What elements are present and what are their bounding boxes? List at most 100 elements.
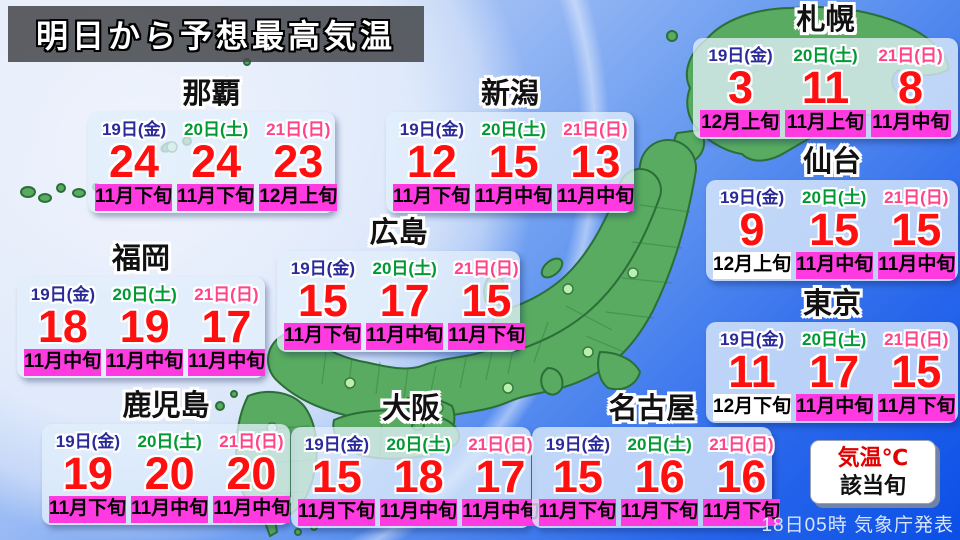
forecast-card: 19日(金) 20日(土) 21日(日) 18 19 17 11月中旬 11月中… [17,277,267,378]
period-badge: 11月中旬 [188,349,266,376]
temperature-row: 24 24 23 [93,139,339,184]
temperature-row: 9 15 15 [711,207,957,252]
city-name: 仙台 [802,146,861,178]
period-badge: 11月上旬 [785,110,866,137]
date-row: 19日(金) 20日(土) 21日(日) [93,115,339,139]
temperature-row: 3 11 8 [698,65,953,110]
city-card-sendai: 仙台 19日(金) 20日(土) 21日(日) 9 15 15 12月上旬 11… [706,146,958,281]
forecast-card: 19日(金) 20日(土) 21日(日) 19 20 20 11月下旬 11月中… [42,424,292,525]
temp-value: 15 [809,204,860,255]
date-row: 19日(金) 20日(土) 21日(日) [698,41,953,65]
date-label-sunday: 21日(日) [709,435,774,454]
date-label-sunday: 21日(日) [194,285,259,304]
date-label-sunday: 21日(日) [884,188,949,207]
date-row: 19日(金) 20日(土) 21日(日) [537,430,782,454]
date-label-friday: 19日(金) [101,120,167,139]
temp-value: 15 [891,346,942,397]
period-badge: 11月下旬 [284,323,362,350]
date-label-saturday: 20日(土) [793,46,858,65]
date-label-saturday: 20日(土) [802,188,867,207]
period-badge: 11月中旬 [796,394,874,421]
city-card-sapporo: 札幌 19日(金) 20日(土) 21日(日) 3 11 8 12月上旬 11月… [693,4,958,139]
city-marker-tokyo [582,346,594,358]
period-badge: 11月下旬 [621,499,699,526]
temperature-row: 15 18 17 [296,454,541,499]
city-card-nagoya: 名古屋 19日(金) 20日(土) 21日(日) 15 16 16 11月下旬 … [532,393,781,528]
date-row: 19日(金) 20日(土) 21日(日) [22,280,267,304]
temperature-row: 15 17 15 [282,278,527,323]
boso-peninsula [597,350,642,391]
temp-value: 17 [475,451,526,502]
period-badge: 11月中旬 [796,252,874,279]
period-badge: 11月中旬 [366,323,444,350]
date-label-friday: 19日(金) [30,285,95,304]
forecast-card: 19日(金) 20日(土) 21日(日) 15 18 17 11月下旬 11月中… [291,427,540,528]
temp-value: 15 [297,275,348,326]
city-name: 広島 [369,217,428,249]
date-label-friday: 19日(金) [290,259,355,278]
temp-value: 15 [488,136,539,187]
period-badge: 11月中旬 [475,184,553,211]
period-row: 11月下旬 11月下旬 11月下旬 [537,499,782,526]
date-label-friday: 19日(金) [304,435,369,454]
attribution: 18日05時 気象庁発表 [761,515,954,536]
period-row: 12月下旬 11月中旬 11月下旬 [711,394,957,421]
city-name: 東京 [802,288,861,320]
date-label-sunday: 21日(日) [219,432,284,451]
temp-value: 3 [727,62,754,113]
period-badge: 11月中旬 [213,496,291,523]
city-name: 福岡 [111,243,170,275]
date-label-friday: 19日(金) [399,120,464,139]
city-marker-nagoya [502,382,514,394]
city-card-osaka: 大阪 19日(金) 20日(土) 21日(日) 15 18 17 11月下旬 1… [291,393,540,528]
period-row: 11月下旬 11月中旬 11月中旬 [296,499,541,526]
period-badge: 11月中旬 [870,110,951,137]
legend-period-label: 該当旬 [839,473,906,498]
temp-value: 9 [739,204,765,255]
period-badge: 12月上旬 [259,184,338,211]
temp-value: 18 [37,301,88,352]
temp-value: 24 [109,136,160,187]
hokuriku-coast [492,170,660,350]
date-label-friday: 19日(金) [545,435,610,454]
temp-value: 18 [393,451,444,502]
date-label-saturday: 20日(土) [137,432,202,451]
date-label-saturday: 20日(土) [372,259,437,278]
period-row: 11月下旬 11月中旬 11月中旬 [391,184,636,211]
forecast-card: 19日(金) 20日(土) 21日(日) 12 15 13 11月下旬 11月中… [386,112,636,213]
temp-value: 15 [311,451,362,502]
forecast-card: 19日(金) 20日(土) 21日(日) 3 11 8 12月上旬 11月上旬 … [693,38,958,139]
date-row: 19日(金) 20日(土) 21日(日) [282,254,527,278]
forecast-card: 19日(金) 20日(土) 21日(日) 15 17 15 11月下旬 11月中… [277,251,526,352]
temp-value: 16 [634,451,685,502]
page-title: 明日から予想最高気温 [8,6,424,62]
temperature-row: 15 16 16 [537,454,782,499]
period-badge: 11月中旬 [557,184,635,211]
period-badge: 11月下旬 [539,499,617,526]
city-name: 大阪 [381,393,440,425]
temp-value: 17 [201,301,252,352]
city-card-kagoshima: 鹿児島 19日(金) 20日(土) 21日(日) 19 20 20 11月下旬 … [42,390,292,525]
okushiri-island [666,30,678,42]
date-label-saturday: 20日(土) [802,330,867,349]
date-row: 19日(金) 20日(土) 21日(日) [47,427,292,451]
city-card-naha: 那覇 19日(金) 20日(土) 21日(日) 24 24 23 11月下旬 1… [88,78,338,213]
city-marker-hiroshima [344,377,356,389]
date-row: 19日(金) 20日(土) 21日(日) [711,325,957,349]
date-label-saturday: 20日(土) [481,120,546,139]
temperature-row: 18 19 17 [22,304,267,349]
tanegashima-island [294,528,302,536]
date-label-sunday: 21日(日) [266,120,331,139]
date-label-saturday: 20日(土) [184,120,249,139]
date-label-sunday: 21日(日) [563,120,628,139]
city-name: 新潟 [480,78,539,110]
city-marker-sendai [627,267,639,279]
date-label-saturday: 20日(土) [627,435,692,454]
date-label-sunday: 21日(日) [878,46,943,65]
temp-value: 15 [552,451,603,502]
period-badge: 12月上旬 [700,110,781,137]
period-badge: 11月中旬 [878,252,956,279]
date-label-sunday: 21日(日) [454,259,519,278]
temp-value: 24 [191,136,242,187]
date-row: 19日(金) 20日(土) 21日(日) [711,183,957,207]
